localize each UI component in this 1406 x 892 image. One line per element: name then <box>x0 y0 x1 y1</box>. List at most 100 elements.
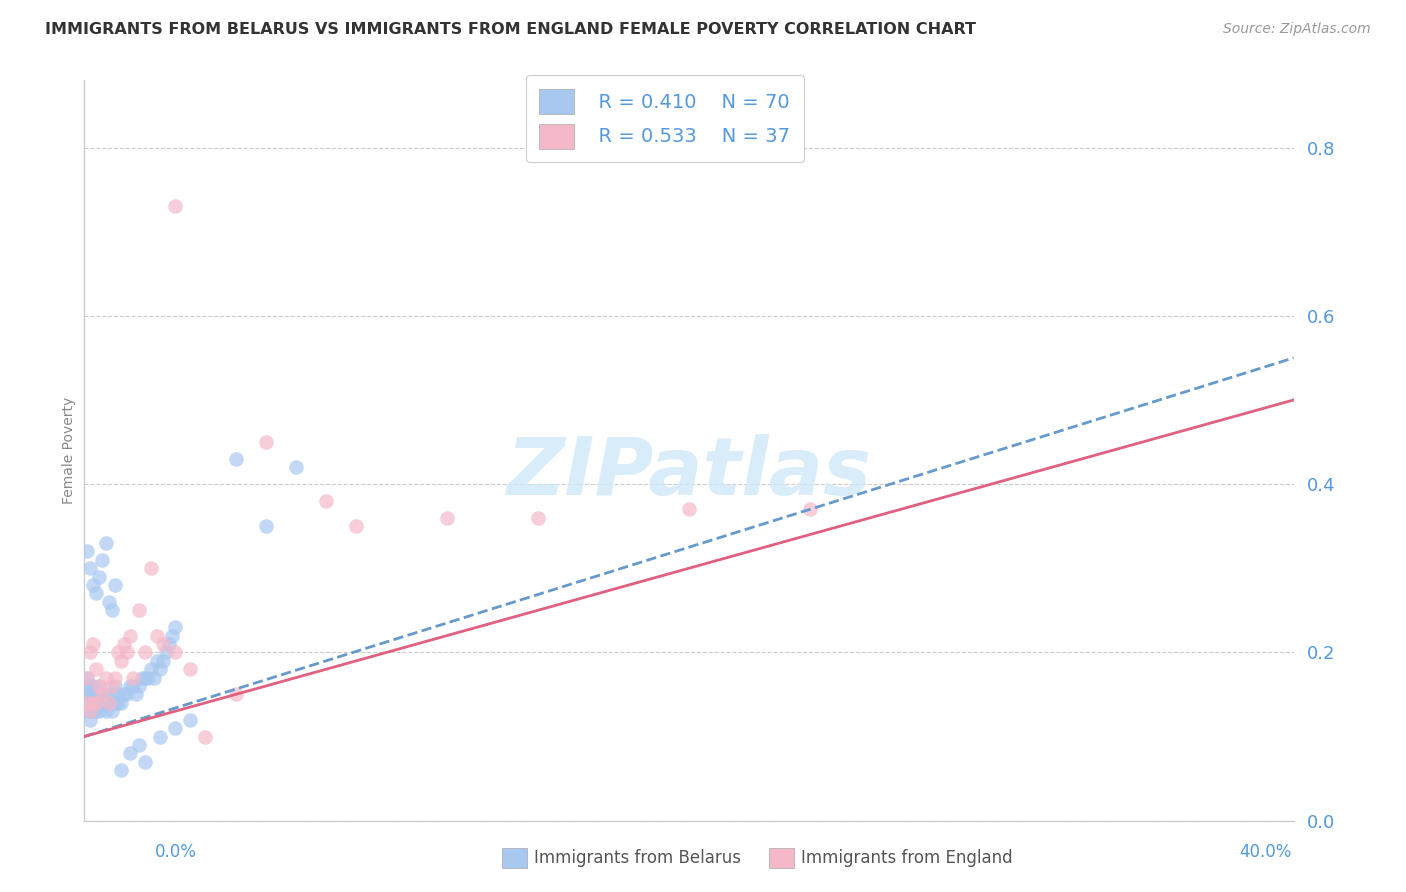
Point <box>91 688 114 702</box>
Point <box>115 645 138 659</box>
Point <box>86 704 108 718</box>
Point <box>225 688 247 702</box>
Point <box>179 713 201 727</box>
Point <box>128 738 150 752</box>
Point <box>131 671 153 685</box>
Point <box>165 645 187 659</box>
Point <box>136 671 159 685</box>
Point <box>94 536 117 550</box>
Point <box>139 561 162 575</box>
Point <box>86 662 108 676</box>
Point <box>86 696 108 710</box>
Point <box>76 544 98 558</box>
Point <box>76 671 98 685</box>
Point <box>76 671 98 685</box>
Text: Source: ZipAtlas.com: Source: ZipAtlas.com <box>1223 22 1371 37</box>
Point <box>89 704 111 718</box>
Bar <box>769 848 794 868</box>
Point <box>149 730 172 744</box>
Point <box>799 502 821 516</box>
Point <box>315 494 337 508</box>
Point <box>121 679 143 693</box>
Point <box>436 510 458 524</box>
Point <box>128 679 150 693</box>
Point <box>128 603 150 617</box>
Point <box>254 519 277 533</box>
Point <box>110 654 132 668</box>
Point <box>110 763 132 777</box>
Point <box>89 679 111 693</box>
Point <box>155 645 177 659</box>
Point <box>134 671 156 685</box>
Point <box>76 704 98 718</box>
Text: Immigrants from Belarus: Immigrants from Belarus <box>534 849 741 867</box>
Point <box>146 628 169 642</box>
Point <box>79 704 101 718</box>
Point <box>118 747 141 761</box>
Point <box>79 688 101 702</box>
Point <box>100 688 122 702</box>
Point <box>100 679 122 693</box>
Point <box>112 688 135 702</box>
Point <box>285 460 308 475</box>
Point <box>79 713 101 727</box>
Point <box>152 637 174 651</box>
Point <box>89 679 111 693</box>
Point <box>100 603 122 617</box>
Point <box>86 696 108 710</box>
Point <box>86 586 108 600</box>
Text: IMMIGRANTS FROM BELARUS VS IMMIGRANTS FROM ENGLAND FEMALE POVERTY CORRELATION CH: IMMIGRANTS FROM BELARUS VS IMMIGRANTS FR… <box>45 22 976 37</box>
Point <box>79 679 101 693</box>
Point <box>76 688 98 702</box>
Point <box>165 199 187 213</box>
Point <box>82 696 104 710</box>
Point <box>82 688 104 702</box>
Bar <box>502 848 527 868</box>
Point <box>104 671 127 685</box>
Point <box>94 671 117 685</box>
Point <box>79 645 101 659</box>
Point <box>91 696 114 710</box>
Point <box>79 561 101 575</box>
Point <box>97 595 120 609</box>
Point <box>104 679 127 693</box>
Text: ZIPatlas: ZIPatlas <box>506 434 872 512</box>
Point <box>678 502 700 516</box>
Point <box>100 704 122 718</box>
Point <box>110 696 132 710</box>
Text: 0.0%: 0.0% <box>155 843 197 861</box>
Point <box>142 671 165 685</box>
Point <box>112 637 135 651</box>
Point <box>86 688 108 702</box>
Point <box>107 645 129 659</box>
Point <box>152 654 174 668</box>
Point <box>118 679 141 693</box>
Point <box>82 704 104 718</box>
Point <box>94 704 117 718</box>
Point <box>97 696 120 710</box>
Point <box>160 628 183 642</box>
Y-axis label: Female Poverty: Female Poverty <box>62 397 76 504</box>
Point <box>134 645 156 659</box>
Point <box>91 553 114 567</box>
Point <box>82 637 104 651</box>
Point <box>149 662 172 676</box>
Point <box>104 696 127 710</box>
Point <box>91 688 114 702</box>
Point <box>89 569 111 583</box>
Point <box>104 578 127 592</box>
Point <box>225 451 247 466</box>
Point <box>97 696 120 710</box>
Point <box>134 755 156 769</box>
Point <box>139 662 162 676</box>
Point <box>82 696 104 710</box>
Point <box>146 654 169 668</box>
Point <box>89 696 111 710</box>
Point <box>79 704 101 718</box>
Point <box>107 688 129 702</box>
Point <box>165 721 187 735</box>
Point <box>97 688 120 702</box>
Point <box>82 679 104 693</box>
Point <box>76 696 98 710</box>
Point <box>527 510 550 524</box>
